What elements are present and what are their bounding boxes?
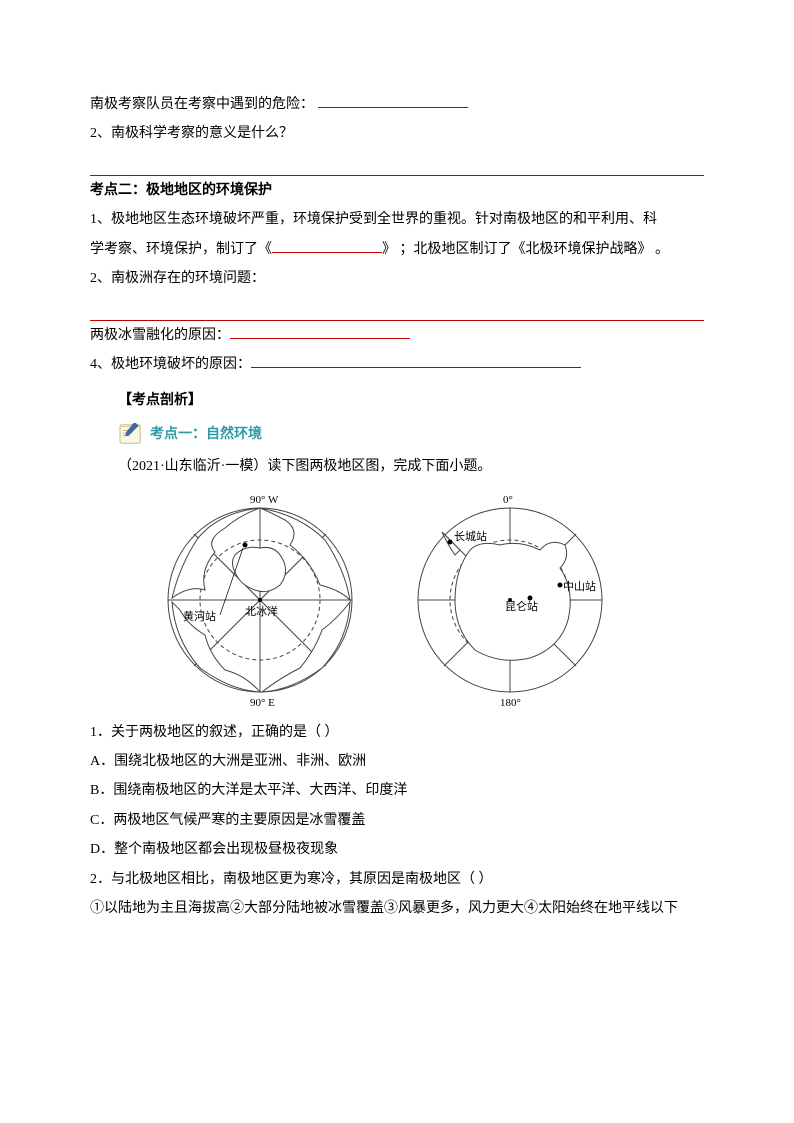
exam-source: （2021·山东临沂·一模）读下图两极地区图，完成下面小题。 — [90, 452, 704, 481]
q1: 1．关于两极地区的叙述，正确的是（ ） — [90, 718, 704, 747]
s2-p1-line2: 学考察、环境保护，制订了《 》 ；北极地区制订了《北极环境保护战略》 。 — [90, 235, 704, 264]
q1-B[interactable]: B．围绕南极地区的大洋是太平洋、大西洋、印度洋 — [90, 776, 704, 805]
q2-significance: 2、南极科学考察的意义是什么？ — [90, 119, 704, 148]
q1-D[interactable]: D．整个南极地区都会出现极昼极夜现象 — [90, 835, 704, 864]
label-changcheng: 长城站 — [454, 529, 487, 543]
label-kunlun: 昆仑站 — [505, 599, 538, 613]
section2-title: 考点二：极地地区的环境保护 — [90, 176, 704, 205]
s2-p3-text: 两极冰雪融化的原因： — [90, 328, 230, 343]
fill-danger: 南极考察队员在考察中遇到的危险： — [90, 90, 704, 119]
label-huanghe: 黄河站 — [183, 609, 216, 623]
s2-p1-b-suffix: 》 ；北极地区制订了《北极环境保护战略》 。 — [382, 242, 669, 257]
blank-treaty[interactable] — [272, 237, 382, 252]
book-pencil-icon — [118, 423, 144, 445]
s2-p1-line1: 1、极地地区生态环境破坏严重，环境保护受到全世界的重视。针对南极地区的和平利用、… — [90, 205, 704, 234]
s2-p4: 4、极地环境破坏的原因： — [90, 350, 704, 379]
label-0: 0° — [503, 494, 513, 506]
topic1-label: 考点一：自然环境 — [150, 419, 262, 448]
q2b: 2．与北极地区相比，南极地区更为寒冷，其原因是南极地区（ ） — [90, 865, 704, 894]
label-beibing: 北冰洋 — [245, 604, 278, 618]
arctic-map: 90° W 90° E 黄河站 北冰洋 — [150, 490, 370, 710]
label-90w: 90° W — [250, 494, 279, 506]
q2b-opts: ①以陆地为主且海拔高②大部分陆地被冰雪覆盖③风暴更多，风力更大④太阳始终在地平线… — [90, 894, 704, 923]
fill-danger-prefix: 南极考察队员在考察中遇到的危险： — [90, 97, 314, 112]
blank-damage-reason[interactable] — [251, 353, 581, 368]
label-zhongshan: 中山站 — [563, 579, 596, 593]
blank-env-issues[interactable] — [90, 296, 704, 321]
s2-p4-text: 4、极地环境破坏的原因： — [90, 357, 251, 372]
s2-p2: 2、南极洲存在的环境问题： — [90, 264, 704, 293]
q1-A[interactable]: A．围绕北极地区的大洲是亚洲、非洲、欧洲 — [90, 747, 704, 776]
q1-C[interactable]: C．两极地区气候严寒的主要原因是冰雪覆盖 — [90, 806, 704, 835]
blank-significance[interactable] — [90, 151, 704, 176]
s2-p3: 两极冰雪融化的原因： — [90, 321, 704, 350]
antarctic-map: 0° 180° 长城站 昆仑站 中山站 — [400, 490, 620, 710]
s2-p1-b-prefix: 学考察、环境保护，制订了《 — [90, 242, 272, 257]
blank-melt-reason[interactable] — [230, 323, 410, 338]
polar-maps: 90° W 90° E 黄河站 北冰洋 0° 180° 长城站 昆仑站 中山站 — [150, 490, 704, 710]
label-90e: 90° E — [250, 697, 275, 709]
blank-danger[interactable] — [318, 93, 468, 108]
topic1-row: 考点一：自然环境 — [118, 419, 704, 448]
label-180: 180° — [500, 697, 521, 709]
analysis-title: 【考点剖析】 — [90, 386, 704, 415]
